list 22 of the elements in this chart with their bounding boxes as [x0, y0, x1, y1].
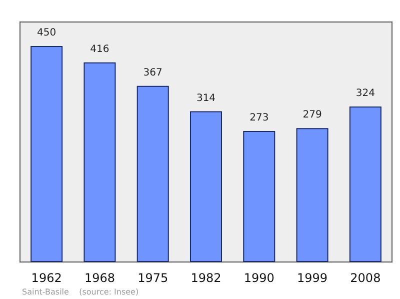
bar [190, 111, 222, 262]
x-tick-label: 1982 [190, 271, 222, 285]
x-tick-label: 1999 [297, 271, 328, 285]
data-label: 367 [143, 67, 162, 78]
bar [349, 106, 382, 262]
data-label: 416 [90, 44, 110, 55]
text: Saint-Basile (source: Insee) [22, 288, 139, 296]
bar [296, 128, 328, 262]
x-tick-label: 1968 [84, 271, 115, 285]
bar [30, 46, 63, 262]
bar [136, 86, 169, 262]
x-tick-label: 2008 [350, 271, 381, 285]
bar [243, 130, 276, 262]
x-tick-label: 1975 [138, 271, 168, 285]
x-tick-label: 1962 [31, 271, 62, 285]
data-label: 273 [250, 112, 269, 124]
data-label: 279 [302, 110, 322, 121]
x-tick-label: 1990 [244, 271, 274, 285]
bar [84, 62, 116, 262]
data-label: 324 [356, 88, 375, 99]
data-label: 314 [196, 92, 216, 104]
data-label: 450 [37, 28, 56, 38]
